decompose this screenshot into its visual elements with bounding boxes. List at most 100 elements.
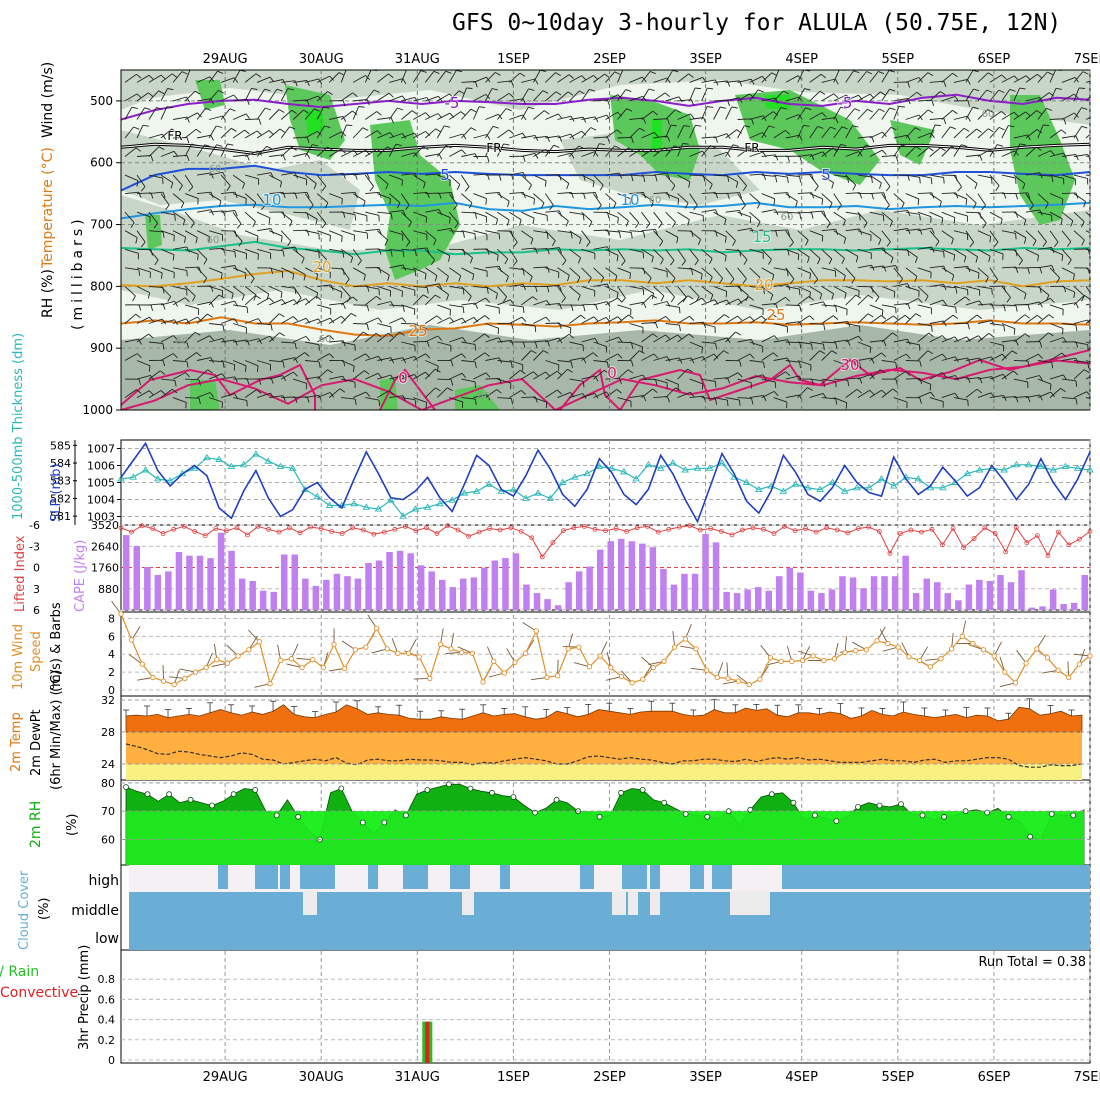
- cape-bar: [670, 584, 678, 610]
- wind-barb: [220, 393, 235, 399]
- wind-barb: [449, 372, 463, 380]
- cape-bar: [565, 582, 572, 610]
- wind-barb: [869, 315, 882, 324]
- cloud-middle-label: middle: [71, 903, 119, 919]
- wind-barb: [941, 392, 956, 399]
- wind-barb-flag: [840, 143, 847, 147]
- wind-barb: [521, 350, 532, 361]
- rh2m-point: [876, 802, 883, 809]
- wind-barb-flag: [450, 379, 454, 386]
- wind-barb: [977, 376, 992, 380]
- thickness-point: [374, 505, 383, 512]
- wind-barb-flag: [880, 91, 886, 96]
- wind-barb-flag: [667, 396, 670, 403]
- wind-barb-flag: [414, 270, 417, 277]
- wind-barb-flag: [158, 146, 165, 151]
- wind-barb: [977, 128, 989, 139]
- wind-barb: [197, 209, 211, 213]
- wind-barb-flag: [570, 361, 573, 368]
- wind-barb-flag: [178, 185, 183, 191]
- wind-barb: [424, 294, 436, 306]
- wind-barb: [1061, 357, 1076, 361]
- wind-barb-flag: [1089, 301, 1090, 303]
- wind-barb: [1049, 352, 1063, 361]
- wind-barb: [1013, 378, 1028, 383]
- li-point: [308, 524, 314, 530]
- wind-barb: [257, 228, 272, 232]
- wind-barb: [533, 340, 548, 343]
- wind-barb: [689, 117, 704, 120]
- wind-barb-flag: [546, 248, 550, 255]
- wind-barb-flag: [246, 306, 249, 313]
- wind-barb-flag: [831, 350, 838, 355]
- li-point: [350, 525, 356, 531]
- wind-barb-flag: [927, 350, 934, 355]
- wind-barb-flag: [726, 400, 729, 407]
- wind10-barb: [522, 622, 537, 632]
- wind-barb: [305, 230, 319, 234]
- wind-barb: [701, 87, 708, 102]
- wind-barb: [136, 155, 152, 157]
- wind-barb: [148, 249, 159, 261]
- wind-barb: [509, 390, 522, 398]
- wind-barb-flag: [688, 181, 691, 188]
- wind-barb: [148, 146, 160, 157]
- wind-barb: [725, 267, 735, 280]
- wind-barb: [569, 145, 580, 157]
- wind-barb-flag: [667, 192, 671, 199]
- wind-barb: [136, 374, 151, 380]
- wind-barb: [941, 126, 951, 139]
- precip-conv-bar: [425, 1021, 430, 1063]
- wind-barb-flag: [1039, 394, 1043, 401]
- wind-barb: [497, 193, 510, 202]
- rh2m-point: [1048, 811, 1055, 817]
- wind-barb: [448, 193, 458, 206]
- cape-bar: [944, 593, 951, 610]
- wind-barb-flag: [907, 303, 911, 310]
- wind-barb: [461, 108, 472, 120]
- wind-barb-flag: [1039, 97, 1043, 103]
- wind-barb-flag: [1032, 240, 1037, 247]
- wind-barb-flag: [324, 202, 329, 209]
- wind-barb: [809, 323, 824, 325]
- wind-barb-flag: [1051, 265, 1055, 272]
- li-point: [1013, 525, 1019, 531]
- wind-barb-flag: [366, 305, 370, 312]
- wind-barb: [509, 98, 524, 102]
- wind-barb: [797, 296, 810, 306]
- wind10-point: [320, 664, 326, 671]
- wind-barb: [593, 143, 600, 157]
- rh2m-units-label: (%): [65, 814, 80, 837]
- wind-barb-flag: [1084, 295, 1090, 299]
- wind-barb: [509, 72, 521, 83]
- wind10-point: [459, 649, 465, 656]
- wind-barb-flag: [750, 339, 755, 345]
- wind-barb-flag: [425, 328, 427, 335]
- wind-barb-flag: [859, 214, 861, 221]
- wind-barb: [173, 267, 187, 271]
- wind-barb-flag: [1022, 183, 1026, 190]
- pressure-label: (millibars): [70, 215, 86, 330]
- wind-barb: [317, 284, 332, 287]
- wind-barb-flag: [257, 318, 263, 324]
- wind-barb: [929, 174, 944, 178]
- wind-barb-flag: [881, 309, 884, 316]
- wind-barb: [173, 116, 187, 120]
- wind-barb: [413, 267, 427, 275]
- wind-barb-flag: [950, 126, 956, 130]
- wind-barb-flag: [1008, 125, 1015, 128]
- wind-barb-flag: [789, 278, 795, 285]
- wind-barb-flag: [979, 357, 983, 364]
- wind-barb: [833, 304, 848, 310]
- wind-barb-flag: [492, 125, 499, 129]
- wind-barb: [485, 378, 500, 380]
- contour-label-0: FR: [486, 141, 501, 155]
- cloud-label: Cloud Cover: [17, 870, 32, 950]
- wind-barb-flag: [954, 356, 959, 363]
- wind-barb-flag: [940, 147, 946, 152]
- wind-barb: [244, 389, 257, 398]
- wind-barb: [256, 145, 268, 157]
- wind-barb-flag: [453, 204, 458, 210]
